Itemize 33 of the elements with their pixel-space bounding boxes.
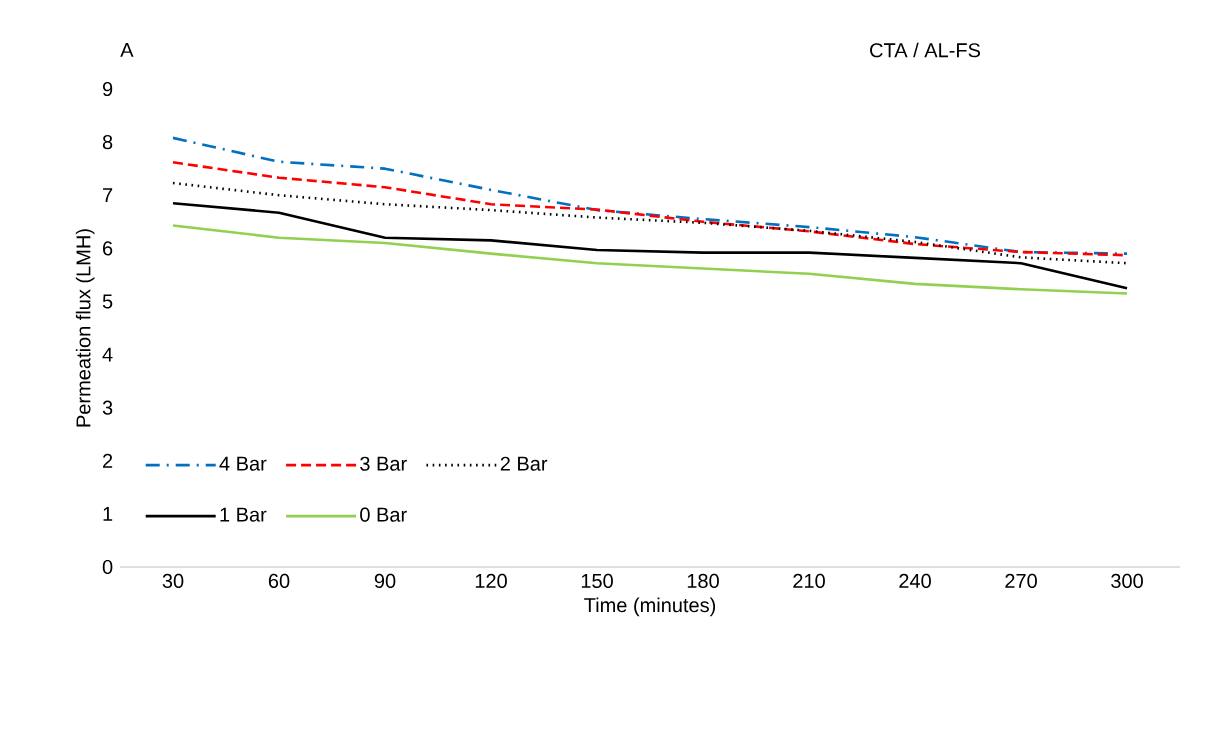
y-tick-label: 7 [103, 188, 113, 203]
x-tick-label: 240 [899, 573, 931, 589]
x-tick-label: 180 [687, 573, 719, 589]
y-tick-label: 3 [102, 400, 113, 415]
x-tick-label: 60 [268, 573, 290, 589]
y-tick-label: 1 [103, 507, 113, 521]
x-tick-label: 30 [162, 573, 184, 589]
y-tick-label: 0 [102, 559, 113, 575]
legend-label: 0 Bar [360, 507, 407, 522]
legend-label: 2 Bar [500, 456, 548, 471]
y-axis-title: Permeation flux (LMH) [75, 229, 95, 427]
y-tick-label: 4 [102, 347, 113, 362]
x-tick-label: 300 [1111, 573, 1143, 589]
legend-label: 1 Bar [220, 507, 267, 522]
line-series [171, 201, 1129, 290]
y-tick-label: 9 [102, 81, 113, 97]
x-tick-label: 90 [374, 573, 396, 589]
text: CTA / AL-FS [870, 42, 981, 58]
x-tick-label: 120 [475, 573, 507, 589]
legend-label: 3 Bar [360, 456, 407, 471]
x-tick-label: 150 [581, 573, 613, 589]
line-series [171, 136, 1129, 255]
x-tick-label: 270 [1005, 573, 1037, 589]
y-tick-label: 2 [103, 453, 113, 468]
x-tick-label: 210 [793, 573, 825, 589]
y-tick-label: 6 [103, 241, 113, 256]
x-axis-title: Time (minutes) [584, 597, 716, 617]
line-series [171, 224, 1129, 295]
legend-label: 4 Bar [219, 456, 267, 471]
line-series [171, 181, 1129, 265]
text: A [120, 43, 134, 57]
y-tick-label: 8 [102, 135, 113, 150]
y-tick-label: 5 [102, 294, 113, 309]
